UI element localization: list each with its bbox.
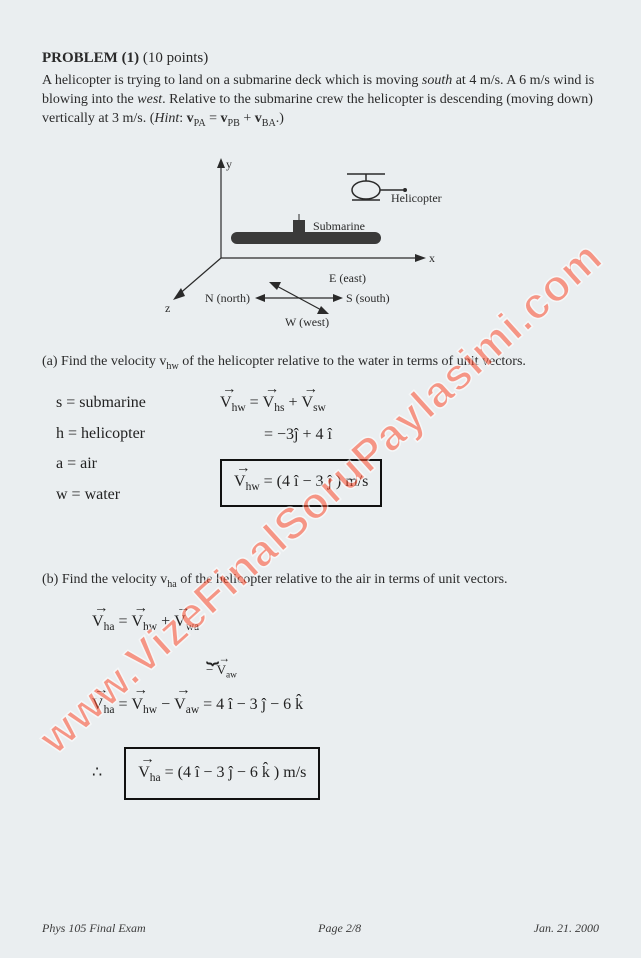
vec: V: [131, 687, 143, 724]
text: A helicopter is trying to land on a subm…: [42, 73, 422, 88]
brace-icon: ⏟: [206, 639, 219, 664]
text: of the helicopter relative to the water …: [179, 354, 526, 369]
part-a-work: s = submarine h = helicopter a = air w =…: [42, 388, 599, 510]
text: blowing into the: [42, 92, 137, 107]
legend-line: w = water: [56, 480, 212, 510]
text: (a) Find the velocity: [42, 354, 159, 369]
text: −: [206, 662, 217, 677]
text: = (4 î − 3 ĵ − 6 k̂ ) m/s: [161, 764, 307, 781]
text: =: [118, 696, 131, 713]
vec: V: [138, 755, 150, 792]
vec: V: [263, 388, 275, 418]
vec: V: [302, 388, 314, 418]
problem-points: (10 points): [143, 50, 208, 66]
sub: ha: [167, 579, 177, 590]
text: −: [161, 696, 174, 713]
helicopter-label: Helicopter: [391, 191, 442, 205]
work-line: = −3ĵ + 4 î: [220, 420, 599, 450]
sub: hw: [166, 361, 178, 372]
vec: V: [174, 604, 186, 641]
vec: V: [92, 687, 104, 724]
sub: hw: [232, 403, 246, 415]
vec: V: [174, 687, 186, 724]
sub: PA: [194, 118, 206, 129]
text: = (4 î − 3 ĵ ) m/s: [260, 473, 369, 490]
footer-center: Page 2/8: [318, 921, 361, 936]
west-label: W (west): [285, 315, 329, 328]
text-em: south: [422, 73, 452, 88]
problem-title: PROBLEM (1): [42, 50, 139, 66]
submarine-label: Submarine: [313, 219, 365, 233]
boxed-answer-a: Vhw = (4 î − 3 ĵ ) m/s: [220, 459, 382, 507]
text: .): [276, 111, 284, 126]
footer-right: Jan. 21. 2000: [534, 921, 599, 936]
vec: V: [234, 467, 246, 497]
vec-v: v: [255, 111, 262, 126]
axis-z-label: z: [165, 301, 170, 315]
vec: V: [217, 663, 226, 676]
legend-line: a = air: [56, 449, 212, 479]
part-b-prompt: (b) Find the velocity vha of the helicop…: [42, 570, 599, 592]
text: of the helicopter relative to the air in…: [177, 572, 508, 587]
footer-left: Phys 105 Final Exam: [42, 921, 146, 936]
axis-y-label: y: [226, 157, 232, 171]
legend: s = submarine h = helicopter a = air w =…: [42, 388, 212, 510]
text: +: [161, 613, 174, 630]
coordinate-figure: y x z Submarine Helicopter S (south) N (…: [151, 148, 491, 328]
part-b-work: Vha = Vhw + Vwa ⏟ − Vaw Vha = Vhw − Vaw …: [42, 604, 599, 800]
legend-line: h = helicopter: [56, 419, 212, 449]
sub: aw: [226, 670, 237, 680]
hint-label: Hint: [154, 111, 179, 126]
vec: V: [220, 388, 232, 418]
brace-row: ⏟ − Vaw: [92, 641, 599, 681]
text: =: [206, 111, 221, 126]
text: (b) Find the velocity: [42, 572, 160, 587]
text: = 4 î − 3 ĵ − 6 k̂: [203, 696, 303, 713]
vec-v: v: [221, 111, 228, 126]
problem-header: PROBLEM (1) (10 points): [42, 48, 599, 68]
text: :: [179, 111, 186, 126]
part-a-prompt: (a) Find the velocity vhw of the helicop…: [42, 352, 599, 374]
sub: BA: [262, 118, 276, 129]
sub: hs: [274, 403, 284, 415]
sub: PB: [228, 118, 240, 129]
text: at 4 m/s. A 6 m/s wind is: [452, 73, 594, 88]
south-label: S (south): [346, 291, 390, 305]
sub: hw: [246, 481, 260, 493]
text: +: [288, 394, 301, 411]
text: =: [250, 394, 263, 411]
text-em: west: [137, 92, 162, 107]
vec: V: [92, 604, 104, 641]
text: vertically at 3 m/s. (: [42, 111, 154, 126]
east-label: E (east): [329, 271, 366, 285]
page-footer: Phys 105 Final Exam Page 2/8 Jan. 21. 20…: [42, 921, 599, 936]
text: . Relative to the submarine crew the hel…: [162, 92, 593, 107]
north-label: N (north): [205, 291, 250, 305]
sub: sw: [313, 403, 326, 415]
work-lines: Vhw = Vhs + Vsw = −3ĵ + 4 î Vhw = (4 î −…: [212, 388, 599, 510]
text: =: [118, 613, 131, 630]
vec-v: v: [187, 111, 194, 126]
axis-x-label: x: [429, 251, 435, 265]
problem-statement: A helicopter is trying to land on a subm…: [42, 72, 599, 130]
vec: V: [131, 604, 143, 641]
boxed-answer-b: Vha = (4 î − 3 ĵ − 6 k̂ ) m/s: [124, 747, 320, 800]
legend-line: s = submarine: [56, 388, 212, 418]
therefore-icon: ∴: [92, 764, 102, 781]
text: +: [240, 111, 255, 126]
